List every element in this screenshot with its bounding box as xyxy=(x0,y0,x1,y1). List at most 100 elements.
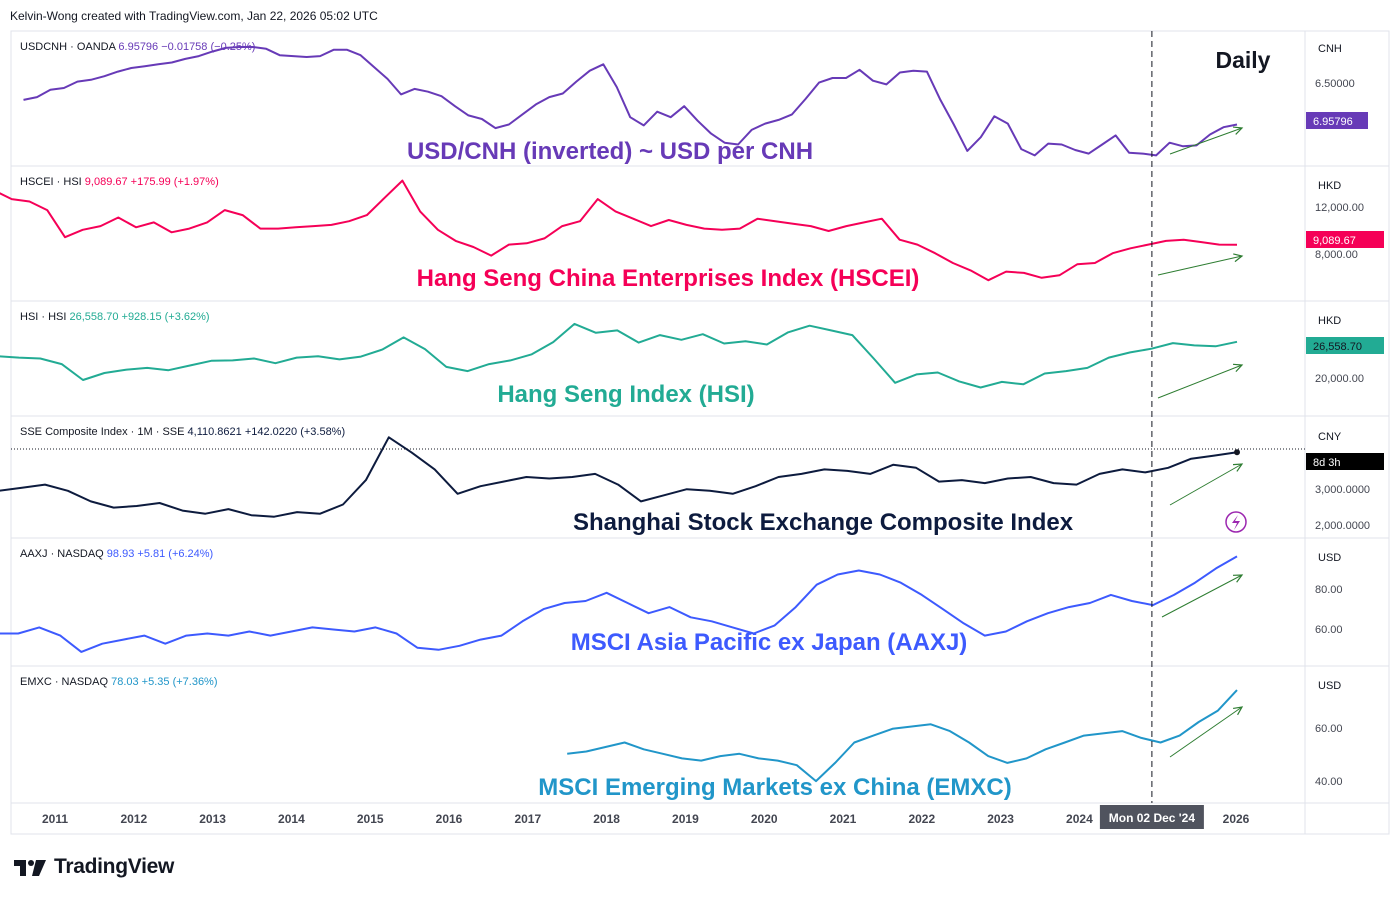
last-value-tag-text-usdcnh: 6.95796 xyxy=(1313,116,1353,128)
trend-arrow-usdcnh xyxy=(1169,127,1243,155)
tradingview-logo-text: TradingView xyxy=(54,855,175,878)
legend-hsi: HSI · HSI 26,558.70 +928.15 (+3.62%) xyxy=(20,311,210,323)
chart-frame xyxy=(10,30,1390,835)
series-line-usdcnh xyxy=(23,46,1238,157)
trend-arrow-head-usdcnh xyxy=(1232,126,1244,135)
timeframe-label: Daily xyxy=(1216,47,1271,73)
last-value-tag-text-hscei: 9,089.67 xyxy=(1313,235,1356,247)
annotation-sse: Shanghai Stock Exchange Composite Index xyxy=(573,509,1074,536)
x-tick-label: 2017 xyxy=(514,812,541,826)
price-label-aaxj: 80.00 xyxy=(1315,584,1343,596)
lightning-icon xyxy=(1225,511,1247,533)
legend-pct: (+1.97%) xyxy=(174,176,219,188)
legend-symbol: USDCNH · OANDA xyxy=(20,41,118,53)
attribution-text: Kelvin-Wong created with TradingView.com… xyxy=(10,9,378,23)
x-tick-label: 2023 xyxy=(987,812,1014,826)
currency-label-aaxj: USD xyxy=(1318,552,1341,564)
legend-value: 78.03 xyxy=(111,676,142,688)
currency-label-usdcnh: CNH xyxy=(1318,43,1342,55)
legend-value: 6.95796 xyxy=(118,41,161,53)
x-tick-label: 2014 xyxy=(278,812,305,826)
x-tick-label: 2024 xyxy=(1066,812,1093,826)
trend-arrow-hscei xyxy=(1157,255,1243,276)
legend-value: 9,089.67 xyxy=(85,176,131,188)
legend-symbol: EMXC · NASDAQ xyxy=(20,676,111,688)
x-tick-label: 2013 xyxy=(199,812,226,826)
legend-change: −0.01758 xyxy=(161,41,210,53)
trend-arrow-head-aaxj xyxy=(1232,574,1244,583)
x-tick-label: 2021 xyxy=(830,812,857,826)
last-value-tag-text-hsi: 26,558.70 xyxy=(1313,341,1362,353)
legend-symbol: HSCEI · HSI xyxy=(20,176,85,188)
x-tick-label: 2022 xyxy=(908,812,935,826)
series-line-hscei xyxy=(0,179,1238,282)
last-value-tag-hscei xyxy=(1306,231,1384,248)
price-label-hsi: 20,000.00 xyxy=(1315,373,1364,385)
legend-value: 26,558.70 xyxy=(70,311,122,323)
annotation-layer: USDCNH · OANDA 6.95796 −0.01758 (−0.25%)… xyxy=(20,31,1271,803)
trend-arrow-sse xyxy=(1169,463,1243,506)
annotation-hsi: Hang Seng Index (HSI) xyxy=(497,381,754,408)
x-tick-label: 2018 xyxy=(593,812,620,826)
legend-change: +175.99 xyxy=(131,176,174,188)
x-tick-label: 2020 xyxy=(751,812,778,826)
legend-pct: (+6.24%) xyxy=(168,548,213,560)
currency-label-hsi: HKD xyxy=(1318,315,1341,327)
x-tick-label: 2012 xyxy=(120,812,147,826)
x-tick-label: 2019 xyxy=(672,812,699,826)
annotation-emxc: MSCI Emerging Markets ex China (EMXC) xyxy=(538,774,1011,801)
currency-label-hscei: HKD xyxy=(1318,180,1341,192)
legend-aaxj: AAXJ · NASDAQ 98.93 +5.81 (+6.24%) xyxy=(20,548,213,560)
x-tick-label: 2016 xyxy=(436,812,463,826)
price-label-hscei: 12,000.00 xyxy=(1315,202,1364,214)
series-line-sse xyxy=(0,436,1238,518)
crosshair-date-text: Mon 02 Dec '24 xyxy=(1109,811,1196,825)
price-label-hscei: 8,000.00 xyxy=(1315,249,1358,261)
legend-symbol: SSE Composite Index · 1M · SSE xyxy=(20,426,188,438)
series-line-emxc xyxy=(567,689,1238,783)
tradingview-logo-icon xyxy=(14,860,46,876)
price-label-emxc: 40.00 xyxy=(1315,776,1343,788)
legend-pct: (−0.25%) xyxy=(210,41,255,53)
legend-emxc: EMXC · NASDAQ 78.03 +5.35 (+7.36%) xyxy=(20,676,218,688)
annotation-usdcnh: USD/CNH (inverted) ~ USD per CNH xyxy=(407,138,813,165)
trend-arrow-head-hscei xyxy=(1233,253,1244,263)
trend-arrow-head-emxc xyxy=(1233,706,1244,716)
legend-symbol: HSI · HSI xyxy=(20,311,70,323)
annotation-aaxj: MSCI Asia Pacific ex Japan (AAXJ) xyxy=(571,629,968,656)
legend-value: 4,110.8621 xyxy=(188,426,245,438)
legend-symbol: AAXJ · NASDAQ xyxy=(20,548,107,560)
last-value-tag-hsi xyxy=(1306,337,1384,354)
last-value-tag-sse xyxy=(1306,453,1384,470)
price-label-emxc: 60.00 xyxy=(1315,723,1343,735)
legend-pct: (+3.58%) xyxy=(300,426,345,438)
legend-change: +928.15 xyxy=(122,311,165,323)
currency-label-sse: CNY xyxy=(1318,431,1342,443)
legend-pct: (+7.36%) xyxy=(173,676,218,688)
x-tick-label: 2015 xyxy=(357,812,384,826)
trend-arrow-emxc xyxy=(1169,706,1243,758)
legend-change: +142.0220 xyxy=(245,426,300,438)
trend-arrow-hsi xyxy=(1157,364,1243,399)
annotation-hscei: Hang Seng China Enterprises Index (HSCEI… xyxy=(417,265,920,292)
currency-label-emxc: USD xyxy=(1318,680,1341,692)
price-label-sse: 3,000.0000 xyxy=(1315,484,1370,496)
trend-arrow-aaxj xyxy=(1161,574,1243,618)
legend-value: 98.93 xyxy=(107,548,138,560)
last-value-tag-text-sse: 8d 3h xyxy=(1313,457,1341,469)
crosshair-date-tag xyxy=(1099,805,1204,829)
legend-change: +5.35 xyxy=(142,676,173,688)
legend-hscei: HSCEI · HSI 9,089.67 +175.99 (+1.97%) xyxy=(20,176,219,188)
series-layer xyxy=(0,46,1305,783)
tradingview-logo: TradingView xyxy=(12,855,174,879)
axis-layer: CNH 6.50000 6.95796 HKD 12,000.00 8,000.00 9,0… xyxy=(42,43,1384,829)
x-tick-label: 2011 xyxy=(42,812,68,826)
series-line-aaxj xyxy=(0,555,1238,653)
legend-sse: SSE Composite Index · 1M · SSE 4,110.862… xyxy=(20,426,345,438)
price-label-usdcnh: 6.50000 xyxy=(1315,78,1355,90)
legend-usdcnh: USDCNH · OANDA 6.95796 −0.01758 (−0.25%) xyxy=(20,41,255,53)
lightning-icon-glyph xyxy=(1232,515,1240,530)
price-label-sse: 2,000.0000 xyxy=(1315,520,1370,532)
price-label-aaxj: 60.00 xyxy=(1315,624,1343,636)
